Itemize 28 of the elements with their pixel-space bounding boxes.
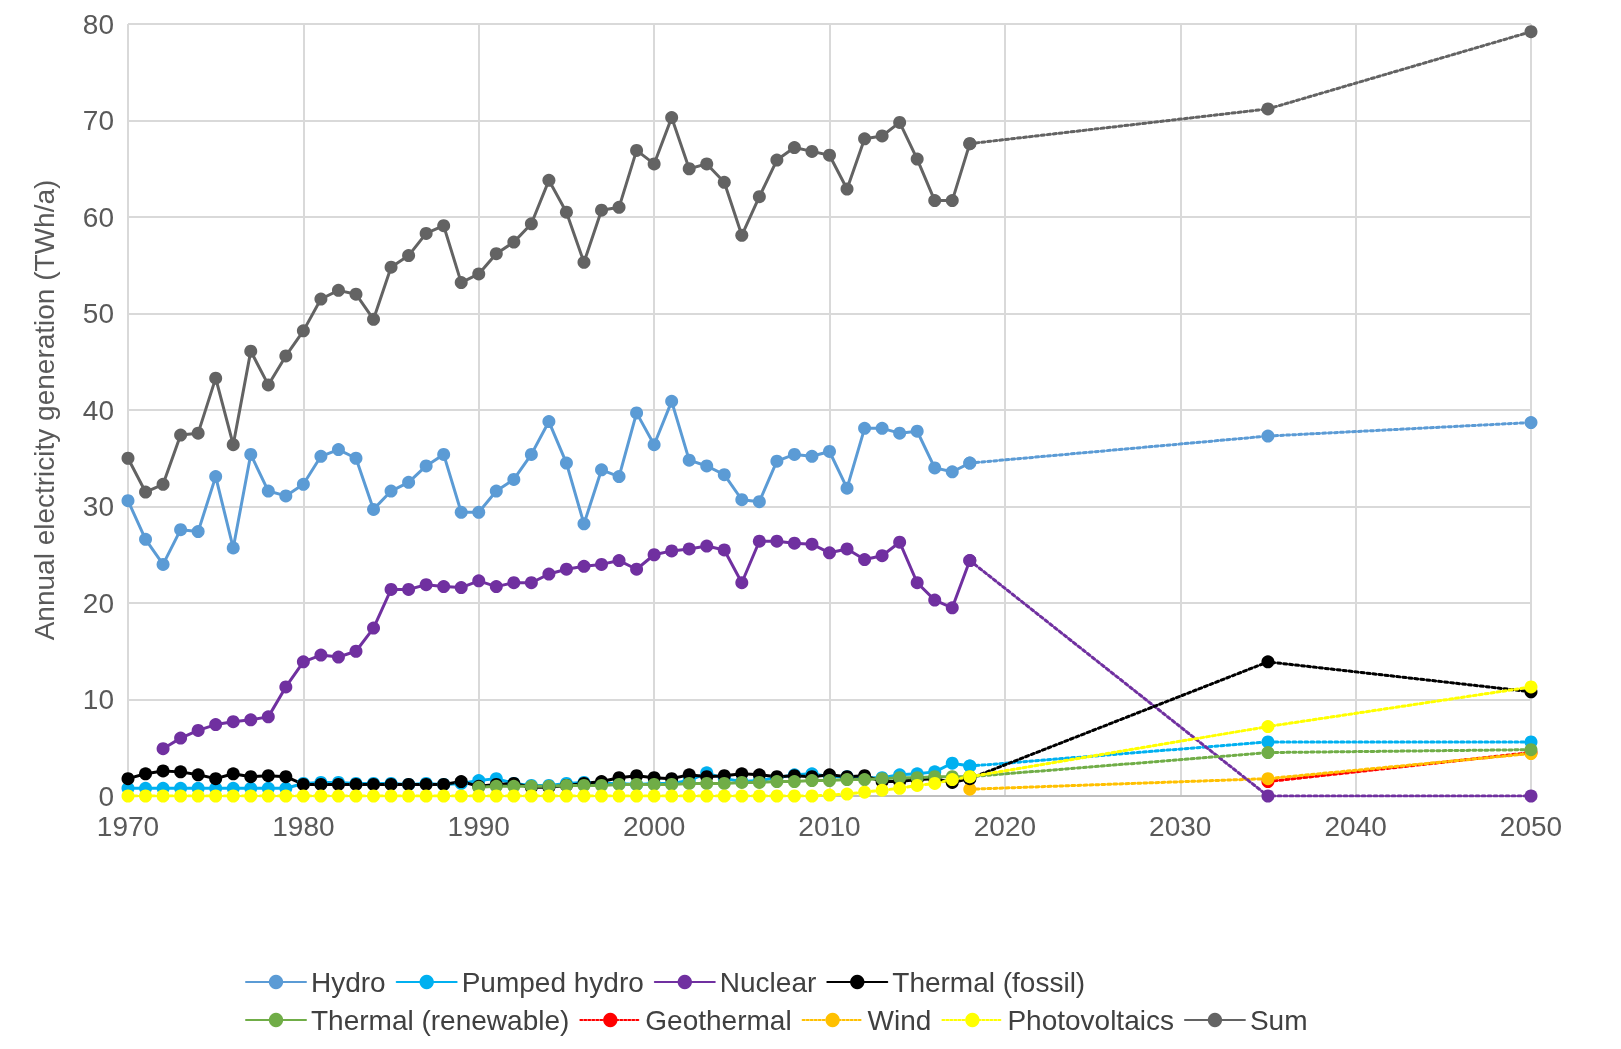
x-tick-label: 1980: [272, 810, 335, 842]
x-tick-label: 1970: [96, 810, 160, 842]
x-tick-label: 2020: [973, 810, 1037, 842]
legend-label: Photovoltaics: [1007, 1004, 1174, 1036]
y-tick-label: 40: [82, 394, 114, 426]
legend-label: Thermal (renewable): [311, 1004, 570, 1036]
x-tick-label: 2000: [622, 810, 686, 842]
y-axis-title: Annual electricity generation (TWh/a): [28, 179, 60, 641]
x-tick-label: 2040: [1324, 810, 1387, 842]
legend-label: Nuclear: [719, 966, 817, 998]
legend-label: Pumped hydro: [461, 966, 644, 998]
y-tick-label: 80: [82, 8, 114, 40]
y-tick-label: 60: [82, 201, 114, 233]
legend-label: Sum: [1249, 1004, 1308, 1036]
x-tick-label: 2050: [1499, 810, 1563, 842]
y-tick-label: 50: [82, 298, 114, 329]
y-tick-label: 70: [82, 105, 114, 136]
legend-label: Wind: [867, 1004, 932, 1036]
x-tick-label: 2010: [798, 810, 861, 842]
y-tick-label: 30: [82, 491, 114, 522]
legend-label: Hydro: [311, 966, 386, 998]
legend-label: Geothermal: [645, 1004, 792, 1036]
y-tick-label: 0: [98, 780, 114, 812]
x-tick-label: 1990: [447, 810, 510, 842]
x-tick-label: 2030: [1149, 810, 1212, 842]
y-tick-label: 20: [82, 587, 114, 619]
legend-label: Thermal (fossil): [892, 966, 1086, 998]
y-tick-label: 10: [82, 684, 114, 715]
